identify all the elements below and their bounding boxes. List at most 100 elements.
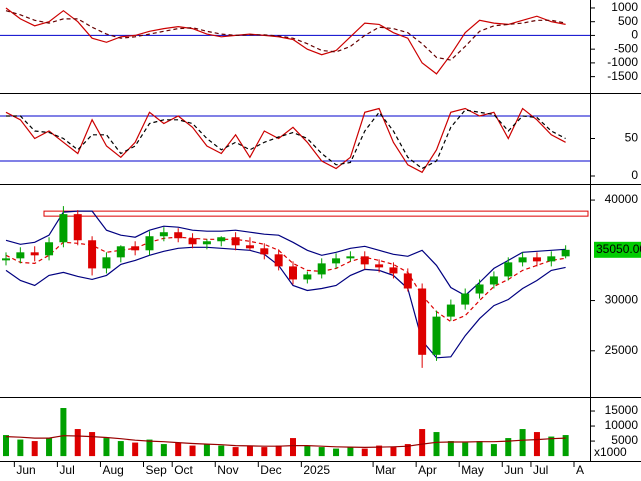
candle-body (45, 242, 54, 256)
volume-bar (275, 445, 282, 457)
volume-bar (89, 432, 96, 457)
candle-body (375, 264, 384, 268)
candle-body (30, 252, 39, 256)
volume-bar (433, 432, 440, 457)
candle-body (231, 237, 240, 246)
candle-body (274, 254, 283, 267)
candle-body (145, 236, 154, 251)
candle-body (461, 293, 470, 305)
y-tick-label: 0 (631, 28, 638, 42)
candle-body (59, 214, 68, 243)
y-tick-label: -500 (614, 41, 638, 55)
volume-bar (476, 441, 483, 457)
candle-body (389, 267, 398, 274)
candle-body (532, 257, 541, 262)
series-line (5, 246, 566, 359)
last-price-label: 35050.00 (596, 242, 641, 256)
volume-bar (562, 435, 569, 457)
candle-body (188, 238, 197, 245)
candle-body (403, 273, 412, 289)
frame (0, 0, 641, 462)
series-line (5, 236, 566, 323)
candle-body (260, 248, 269, 255)
candle-body (16, 252, 25, 259)
series-line (5, 210, 566, 297)
candle-body (217, 237, 226, 242)
y-tick-label: 0 (631, 168, 638, 182)
x-tick-label: Jul (59, 463, 74, 477)
volume-bar (261, 447, 268, 457)
y-tick-label: -1500 (607, 69, 638, 83)
y-tick-label: 500 (618, 14, 638, 28)
x-tick-label: May (461, 463, 484, 477)
volume-bar (347, 447, 354, 457)
volume-bar (31, 441, 38, 457)
candle-body (332, 258, 341, 264)
candle-body (475, 284, 484, 294)
panel (0, 7, 590, 75)
volume-bar (505, 438, 512, 457)
volume-bar (160, 444, 167, 457)
candle-body (561, 249, 570, 257)
y-tick-label: -1000 (607, 55, 638, 69)
y-tick-label: 5000 (611, 433, 638, 447)
volume-bar (17, 439, 24, 457)
x-tick-label: Jun (504, 463, 523, 477)
y-tick-label: 30000 (605, 293, 639, 307)
volume-bar (246, 445, 253, 457)
candle-body (289, 266, 297, 280)
x-tick-label: Nov (217, 463, 238, 477)
candle-body (504, 262, 513, 277)
candle-body (303, 274, 312, 280)
y-tick-label: 10000 (605, 418, 639, 432)
y-tick-label: 1000 (611, 0, 638, 14)
x-tick-label: Jun (16, 463, 35, 477)
series-line (5, 7, 566, 75)
volume-bar (3, 435, 9, 457)
y-tick-label: 25000 (605, 343, 639, 357)
volume-bar (333, 448, 340, 457)
y-tick-label: 50 (625, 131, 639, 145)
volume-bar (175, 442, 182, 457)
volume-bar (404, 444, 411, 457)
x-tick-label: Apr (418, 463, 437, 477)
last-price-box (594, 241, 641, 258)
series-line (5, 10, 566, 61)
volume-bar (60, 408, 67, 457)
volume-bar (146, 439, 153, 457)
volume-bar (46, 438, 53, 457)
candle-body (88, 240, 97, 269)
y-tick-label: 40000 (605, 192, 639, 206)
candle-body (159, 232, 168, 237)
candle-body (116, 246, 125, 258)
x-tick-label: Aug (102, 463, 123, 477)
candle-body (489, 276, 498, 285)
panel (3, 408, 569, 457)
resistance-band (43, 210, 589, 217)
candle-body (346, 256, 355, 259)
volume-bar (218, 445, 225, 457)
volume-bar (290, 438, 296, 457)
volume-bar (318, 447, 325, 457)
candle-body (518, 257, 527, 263)
candle-body (446, 304, 455, 317)
series-line (5, 107, 566, 174)
volume-bar (519, 429, 526, 457)
x-tick-label: Sep (146, 463, 168, 477)
volume-bar (103, 438, 110, 457)
candle-body (102, 257, 111, 269)
volume-bar (419, 429, 426, 457)
volume-bar (117, 441, 124, 457)
volume-bar (447, 441, 454, 457)
candle-body (131, 246, 140, 251)
volume-bar (203, 444, 210, 457)
candle-body (2, 258, 10, 261)
x-tick-label: A (576, 463, 584, 477)
candle-body (418, 288, 427, 355)
volume-bar (189, 445, 196, 457)
volume-bar (548, 436, 555, 457)
candle-body (245, 245, 254, 249)
